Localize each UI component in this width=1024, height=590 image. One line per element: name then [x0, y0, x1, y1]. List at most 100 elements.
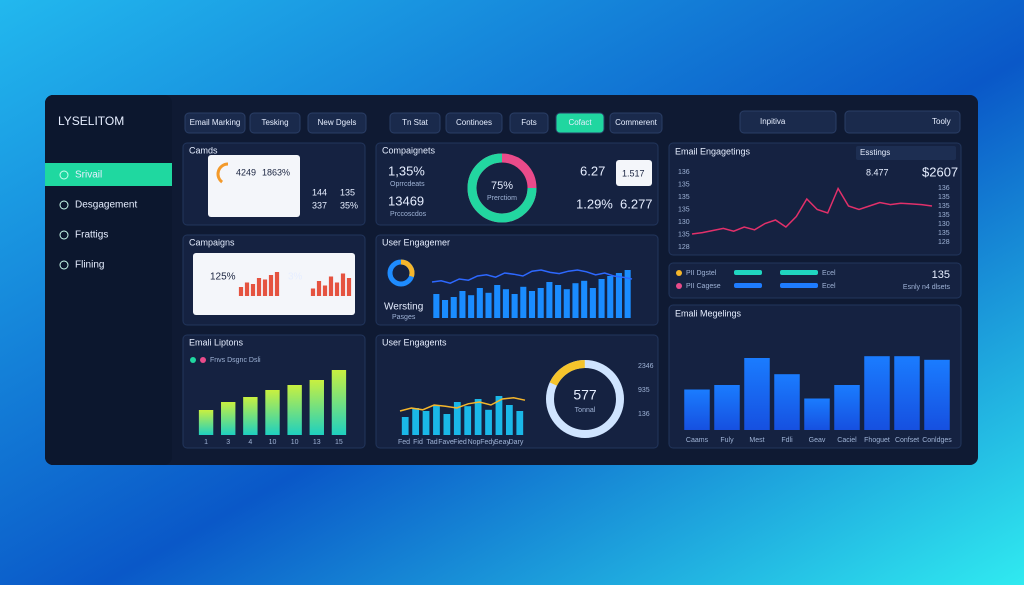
stat-label: Prccoscdos	[390, 211, 427, 218]
button[interactable]	[555, 112, 605, 134]
dropdown-label: Esstings	[860, 148, 890, 157]
bar	[684, 389, 710, 430]
donut-caption: Prerctiom	[487, 195, 517, 202]
donut-caption: Tonnal	[575, 407, 596, 414]
x-label: Dary	[509, 439, 524, 446]
button-label: Commerent	[615, 118, 658, 127]
x-label: Nop	[468, 439, 481, 446]
x-label: Fdli	[781, 437, 793, 444]
user-name: Tooly	[932, 117, 951, 126]
card	[193, 253, 355, 315]
y-label: 135	[678, 231, 690, 238]
nav-item: Srivail	[75, 170, 102, 181]
bar	[774, 374, 800, 430]
bar	[244, 282, 250, 296]
stat: 1863%	[262, 167, 290, 177]
legend-dot	[676, 270, 682, 276]
stat: 1.29%	[576, 196, 613, 211]
button[interactable]	[249, 112, 301, 134]
bar	[615, 273, 622, 318]
bar	[331, 370, 347, 435]
bar	[468, 295, 475, 318]
x-label: Caams	[686, 437, 709, 444]
y-label: 136	[678, 169, 690, 176]
button[interactable]	[509, 112, 549, 134]
bar	[528, 291, 536, 318]
x-label: Fied	[453, 439, 467, 446]
bar	[433, 294, 440, 318]
y-label: 135	[678, 206, 690, 213]
panel-title: User Engagents	[382, 337, 447, 347]
button[interactable]	[184, 112, 246, 134]
y-label: 135	[678, 181, 690, 188]
button-label: Tn Stat	[402, 118, 429, 127]
search-box[interactable]	[739, 110, 837, 134]
y-label: 128	[938, 239, 950, 246]
legend-bar	[780, 283, 818, 288]
dropdown[interactable]	[856, 146, 956, 160]
bar	[401, 417, 409, 435]
stat: 337	[312, 200, 327, 210]
button[interactable]	[609, 112, 663, 134]
x-label: 10	[291, 439, 299, 446]
bar	[256, 278, 262, 296]
panel-title: Emali Megelings	[675, 308, 742, 318]
bar	[340, 273, 346, 296]
nav-active	[45, 163, 172, 186]
bar	[287, 385, 302, 435]
button[interactable]	[307, 112, 367, 134]
kpi: 3%	[288, 272, 303, 283]
nav-item: Desgagement	[75, 200, 137, 211]
line	[399, 397, 526, 412]
bar	[464, 406, 472, 435]
button[interactable]	[445, 112, 503, 134]
y-label: 135	[938, 212, 950, 219]
bar	[309, 380, 324, 435]
bar	[894, 356, 920, 430]
user-box[interactable]	[844, 110, 961, 134]
legend-dot	[200, 357, 206, 363]
line	[431, 269, 633, 284]
bar	[316, 281, 322, 296]
label: Wersting	[384, 302, 423, 313]
kpi: $2607	[922, 164, 958, 179]
nav-icon	[59, 170, 69, 180]
x-label: 15	[335, 439, 343, 446]
panel-title: Emali Liptons	[189, 337, 244, 347]
bar	[502, 289, 509, 318]
stat: 1,35%	[388, 163, 425, 178]
bar	[804, 398, 830, 430]
stat: 135	[340, 187, 355, 197]
bar	[555, 285, 562, 318]
stat: 35%	[340, 200, 358, 210]
x-label: 13	[313, 439, 321, 446]
stat: 13469	[388, 193, 424, 208]
nav-item: Flining	[75, 260, 104, 271]
button[interactable]	[389, 112, 441, 134]
x-label: 4	[248, 439, 252, 446]
x-label: Conldges	[922, 437, 952, 444]
stat: 6.277	[620, 196, 653, 211]
x-label: Fid	[413, 439, 423, 446]
panel	[668, 142, 962, 256]
kpi: 8.477	[866, 167, 889, 177]
bar	[412, 408, 420, 435]
kpi: 125%	[210, 272, 236, 283]
card	[616, 160, 652, 186]
x-label: 1	[204, 439, 208, 446]
y-label: 135	[938, 203, 950, 210]
button-label: Email Marking	[190, 118, 241, 127]
y-label: 130	[678, 219, 690, 226]
side-label: 136	[638, 411, 650, 418]
bar	[624, 270, 631, 318]
bar	[589, 288, 596, 318]
donut	[546, 360, 624, 438]
search-text: Inpitiva	[760, 117, 786, 126]
bar	[494, 285, 501, 318]
x-label: Mest	[749, 437, 764, 444]
panel	[668, 262, 962, 299]
bar	[485, 292, 492, 318]
x-label: Fave	[438, 439, 454, 446]
